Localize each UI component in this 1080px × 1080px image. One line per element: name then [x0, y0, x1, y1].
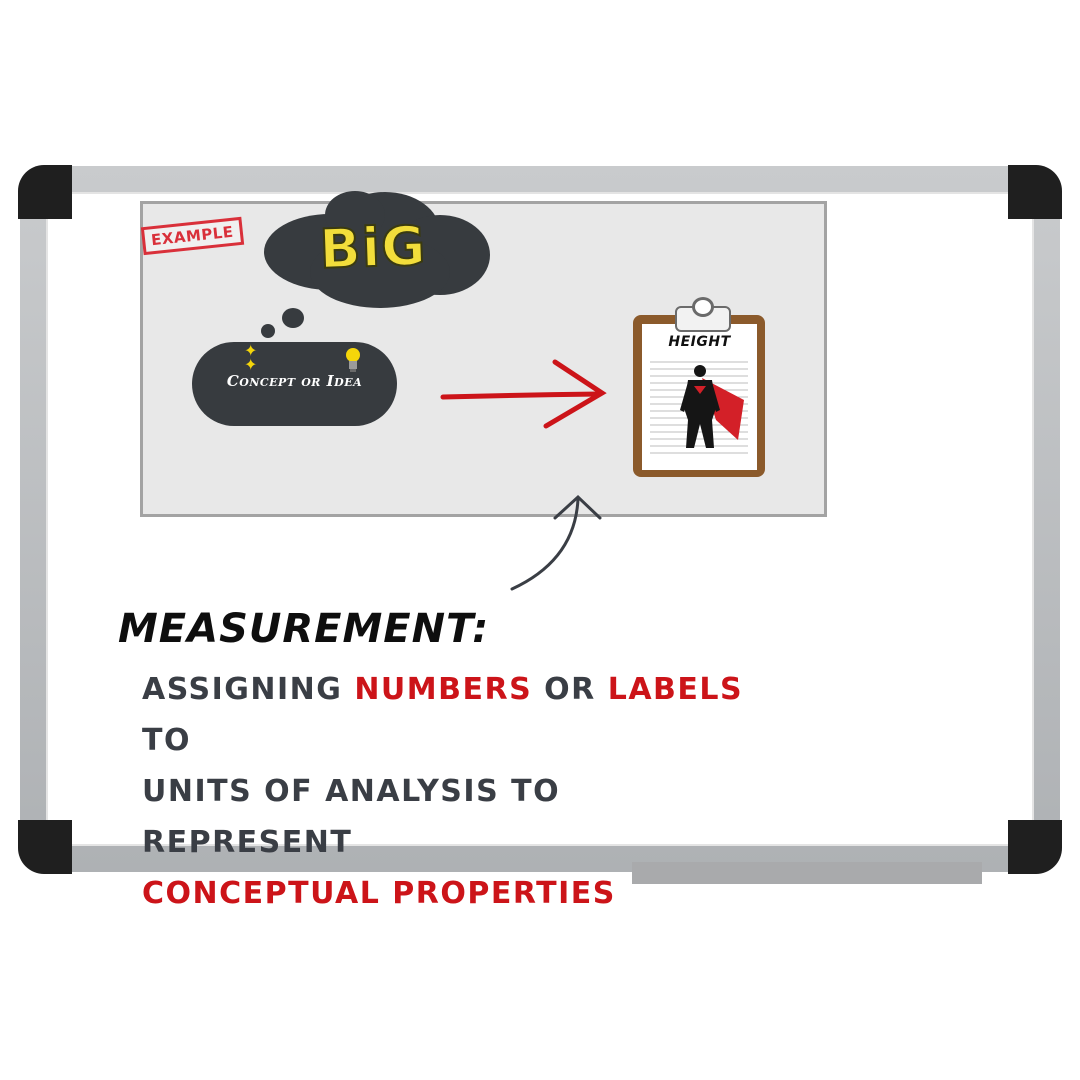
idea-label: Concept or Idea	[226, 372, 363, 390]
thought-cloud	[261, 191, 490, 338]
superhero-silhouette-icon	[680, 365, 744, 448]
definition-text: ASSIGNING NUMBERS OR LABELS TO UNITS OF …	[142, 664, 782, 919]
clipboard-ring	[692, 297, 714, 317]
thought-dot	[282, 308, 304, 328]
definition-segment: TO	[142, 723, 191, 758]
frame-corner	[18, 165, 72, 219]
sparkles-icon: ✦ ✦	[244, 341, 258, 374]
frame-corner	[18, 820, 72, 874]
term-heading: MEASUREMENT:	[118, 606, 490, 652]
marker-tray	[632, 862, 982, 884]
highlight-labels: LABELS	[607, 672, 744, 707]
highlight-numbers: NUMBERS	[354, 672, 533, 707]
definition-line-3: CONCEPTUAL PROPERTIES	[142, 876, 616, 911]
definition-segment: ASSIGNING	[142, 672, 355, 707]
idea-bubble	[192, 342, 397, 426]
frame-corner	[1008, 820, 1062, 874]
definition-segment: OR	[532, 672, 608, 707]
definition-line-2: UNITS OF ANALYSIS TO REPRESENT	[142, 774, 561, 860]
clipboard-title: HEIGHT	[668, 334, 731, 350]
arrow-right-icon	[440, 359, 607, 429]
thought-dot	[261, 324, 275, 338]
lightbulb-icon	[344, 346, 362, 378]
frame-corner	[1008, 165, 1062, 219]
curved-arrow-up-icon	[510, 494, 602, 591]
definition-line-1: ASSIGNING NUMBERS OR LABELS TO	[142, 664, 782, 766]
